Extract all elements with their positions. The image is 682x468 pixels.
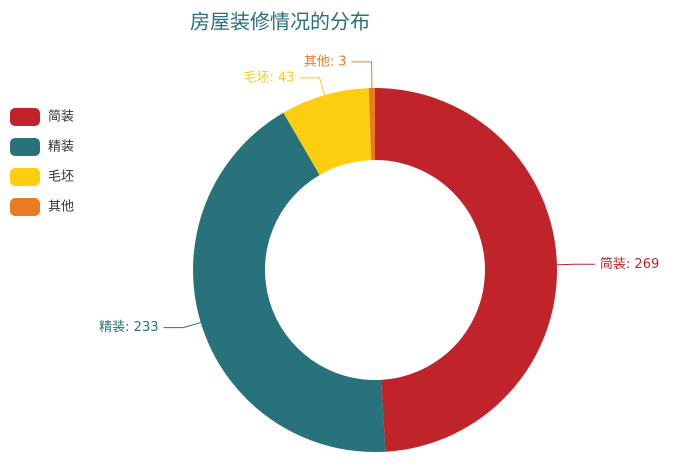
legend-label: 其他 bbox=[48, 200, 74, 215]
legend-label: 简装 bbox=[48, 109, 74, 125]
slice bbox=[283, 88, 372, 175]
data-label: 毛坯: 43 bbox=[243, 70, 294, 85]
label-line bbox=[351, 61, 373, 89]
slice bbox=[193, 112, 386, 453]
data-label: 精装: 233 bbox=[99, 320, 158, 335]
label-line bbox=[556, 263, 595, 266]
legend-swatch bbox=[10, 168, 40, 186]
legend-swatch bbox=[10, 198, 40, 216]
legend-swatch bbox=[10, 138, 40, 156]
chart-title: 房屋装修情况的分布 bbox=[190, 10, 370, 34]
label-line bbox=[163, 321, 201, 329]
data-label: 简装: 269 bbox=[600, 256, 659, 272]
legend-swatch bbox=[10, 108, 40, 126]
legend-label: 毛坯 bbox=[48, 170, 74, 185]
slice bbox=[368, 88, 375, 161]
legend-label: 精装 bbox=[48, 140, 74, 155]
slice bbox=[375, 88, 558, 452]
data-label: 其他: 3 bbox=[304, 54, 347, 69]
label-line bbox=[299, 77, 326, 96]
